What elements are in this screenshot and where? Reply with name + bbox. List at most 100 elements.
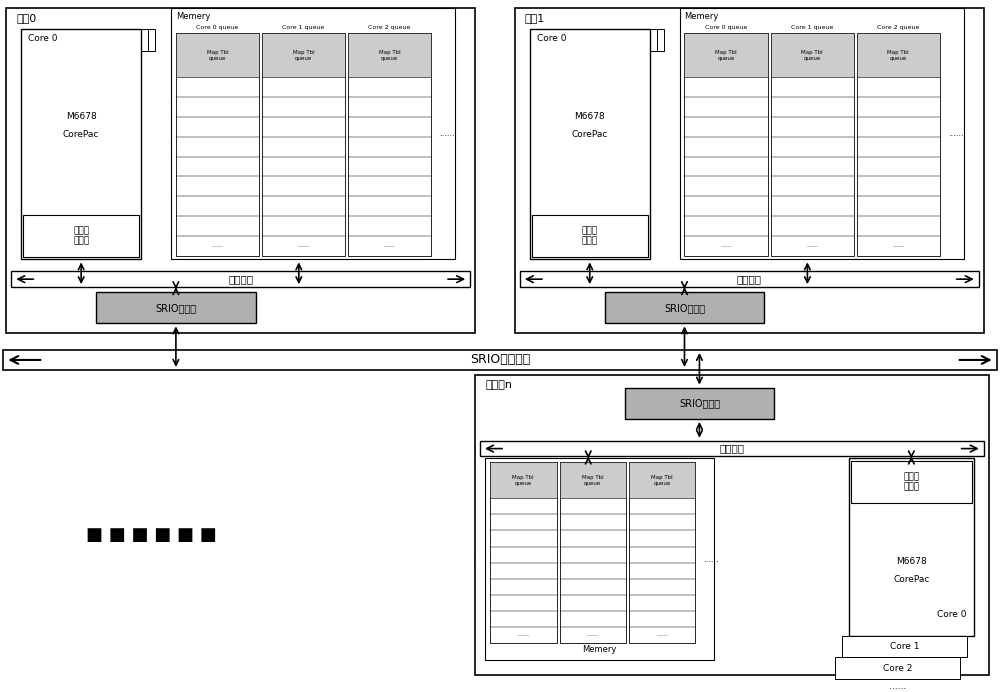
Text: Core 1: Core 1 (73, 35, 103, 44)
Bar (629, 462, 695, 498)
Text: 交叉总线: 交叉总线 (228, 274, 253, 284)
Bar (21, 29, 141, 260)
Bar (475, 374, 989, 675)
Bar (605, 292, 764, 323)
Bar (684, 33, 768, 78)
Bar (560, 462, 626, 498)
Text: Core 0: Core 0 (537, 34, 566, 43)
Text: SRIO控制器: SRIO控制器 (155, 302, 196, 313)
Text: SRIO控制器: SRIO控制器 (664, 302, 705, 313)
Text: Map Tbl
queue: Map Tbl queue (293, 50, 314, 61)
Bar (842, 636, 967, 657)
Text: Core 1 queue: Core 1 queue (791, 25, 833, 30)
Bar (11, 271, 470, 287)
Bar (544, 29, 664, 51)
Bar (96, 292, 256, 323)
Text: CorePac: CorePac (572, 130, 608, 139)
Text: ......: ...... (587, 632, 599, 637)
Text: Core 2: Core 2 (883, 664, 912, 673)
Bar (348, 33, 431, 78)
Bar (537, 29, 657, 51)
Text: Core 0: Core 0 (28, 34, 58, 43)
Bar (851, 462, 972, 503)
Text: Map Tbl
queue: Map Tbl queue (207, 50, 228, 61)
Bar (176, 33, 259, 255)
Text: ......: ...... (656, 632, 668, 637)
Bar (629, 462, 695, 643)
Text: Core 1: Core 1 (890, 642, 919, 651)
Text: M6678: M6678 (896, 557, 927, 566)
Text: ......: ...... (720, 243, 732, 248)
Text: ......: ...... (439, 129, 455, 138)
Bar (771, 33, 854, 255)
Text: ......: ...... (211, 243, 223, 248)
Text: Core 0: Core 0 (937, 610, 967, 619)
Bar (857, 33, 940, 255)
Text: Map Tbl
queue: Map Tbl queue (801, 50, 823, 61)
Text: Core 0 queue: Core 0 queue (502, 464, 544, 468)
Text: ......: ...... (948, 129, 964, 138)
Bar (176, 33, 259, 78)
Text: ......: ...... (889, 682, 906, 691)
Bar (532, 215, 648, 257)
Text: ......: ...... (806, 243, 818, 248)
Bar (560, 462, 626, 643)
Text: SRIO控制器: SRIO控制器 (679, 399, 720, 408)
Text: 交叉总线: 交叉总线 (737, 274, 762, 284)
Text: Map Tbl
queue: Map Tbl queue (582, 475, 604, 486)
Text: Map Tbl
queue: Map Tbl queue (512, 475, 534, 486)
Text: CorePac: CorePac (63, 130, 99, 139)
Bar (515, 8, 984, 334)
Bar (6, 8, 475, 334)
Text: Map Tbl
queue: Map Tbl queue (887, 50, 909, 61)
Text: Core 2 queue: Core 2 queue (877, 25, 919, 30)
Text: Memery: Memery (684, 12, 719, 21)
Text: Core 0 queue: Core 0 queue (705, 25, 747, 30)
Bar (835, 657, 960, 679)
Bar (480, 441, 984, 457)
Bar (171, 8, 455, 260)
Text: 处理1: 处理1 (525, 13, 545, 24)
Bar (3, 350, 997, 370)
Bar (262, 33, 345, 78)
Bar (857, 33, 940, 78)
Bar (849, 458, 974, 636)
Text: 通信代
理模块: 通信代 理模块 (582, 226, 598, 246)
Text: 交叉总线: 交叉总线 (719, 444, 744, 453)
Text: Core 2: Core 2 (80, 35, 110, 44)
Bar (262, 33, 345, 255)
Bar (35, 29, 155, 51)
Bar (520, 271, 979, 287)
Text: 通信代
理模块: 通信代 理模块 (903, 473, 919, 492)
Text: ......: ...... (298, 243, 310, 248)
Text: 通信代
理模块: 通信代 理模块 (73, 226, 89, 246)
Text: Core 2 queue: Core 2 queue (641, 464, 683, 468)
Text: Core 2 queue: Core 2 queue (368, 25, 411, 30)
Text: Core 1 queue: Core 1 queue (282, 25, 325, 30)
Text: Memery: Memery (583, 646, 617, 655)
Text: Core 0 queue: Core 0 queue (196, 25, 239, 30)
Text: ......: ...... (703, 555, 719, 564)
Bar (490, 462, 557, 498)
Text: M6678: M6678 (574, 112, 605, 121)
Text: SRIO交换总线: SRIO交换总线 (470, 354, 530, 367)
Text: 处理0: 处理0 (16, 13, 37, 24)
Text: Map Tbl
queue: Map Tbl queue (715, 50, 737, 61)
Text: ■ ■ ■ ■ ■ ■: ■ ■ ■ ■ ■ ■ (86, 527, 216, 545)
Text: 处理器n: 处理器n (485, 380, 512, 390)
Text: ......: ...... (595, 24, 612, 33)
Text: Memery: Memery (176, 12, 210, 21)
Bar (490, 462, 557, 643)
Text: ......: ...... (892, 243, 904, 248)
Text: Core 1: Core 1 (582, 35, 611, 44)
Bar (530, 29, 650, 260)
Text: Map Tbl
queue: Map Tbl queue (651, 475, 673, 486)
Text: ......: ...... (517, 632, 529, 637)
Bar (348, 33, 431, 255)
Text: Core 1 queue: Core 1 queue (572, 464, 614, 468)
Bar (625, 388, 774, 419)
Text: Core 2: Core 2 (589, 35, 618, 44)
Bar (680, 8, 964, 260)
Text: CorePac: CorePac (893, 574, 930, 583)
Bar (485, 458, 714, 660)
